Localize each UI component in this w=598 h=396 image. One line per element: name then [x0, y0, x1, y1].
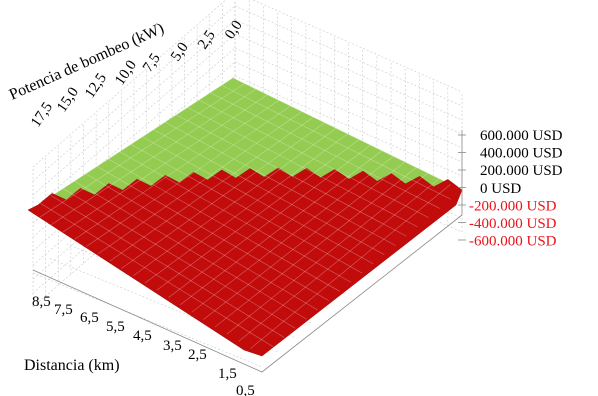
grid-line — [32, 0, 227, 168]
y-tick-label: 6,5 — [80, 310, 99, 326]
mesh-line — [109, 116, 314, 262]
mesh-line — [62, 187, 296, 329]
mesh-line — [191, 156, 394, 313]
grid-line — [32, 272, 263, 368]
mesh-line — [144, 133, 348, 284]
z-tick-label: -200.000 USD — [469, 198, 557, 214]
mesh-line — [203, 161, 405, 320]
mesh-line — [187, 107, 418, 228]
mesh-line — [215, 167, 417, 328]
mesh-line — [179, 150, 383, 306]
surface-negative-region — [27, 167, 463, 357]
mesh-line — [118, 151, 352, 283]
mesh-line — [98, 111, 302, 255]
z-tick-label: 200.000 USD — [480, 163, 563, 179]
y-tick-label: 5,5 — [106, 319, 125, 335]
mesh-line — [39, 83, 245, 218]
mesh-line — [164, 121, 396, 246]
x-tick-label: 15,0 — [54, 85, 82, 116]
mesh-line — [74, 100, 279, 240]
x-tick-label: 0,0 — [222, 18, 246, 42]
mesh-line — [198, 99, 429, 218]
mesh-line — [130, 143, 363, 274]
surface-mesh — [39, 83, 452, 349]
x-tick-label: 17,5 — [28, 100, 56, 131]
z-tick-label: -600.000 USD — [469, 234, 557, 250]
mesh-line — [51, 88, 257, 225]
mesh-line — [153, 129, 385, 255]
mesh-line — [73, 180, 307, 320]
y-tick-label: 7,5 — [54, 302, 73, 318]
grid-line — [252, 0, 463, 93]
mesh-line — [250, 184, 451, 349]
mesh-line — [226, 172, 428, 335]
mesh-line — [121, 122, 325, 269]
y-tick-label: 0,5 — [236, 383, 255, 396]
mesh-line — [141, 136, 374, 265]
z-tick-label: -400.000 USD — [469, 216, 557, 232]
y-tick-label: 8,5 — [32, 294, 51, 310]
mesh-line — [175, 114, 407, 237]
mesh-line — [156, 139, 360, 291]
mesh-line — [221, 85, 452, 200]
x-tick-label: 7,5 — [140, 51, 164, 75]
y-tick-labels: 8,5 7,5 6,5 5,5 4,5 3,5 2,5 1,50,5 — [32, 294, 255, 396]
y-tick-label: 3,5 — [163, 338, 182, 354]
grid-line — [49, 258, 279, 353]
mesh-line — [96, 165, 329, 301]
z-tick-label: 400.000 USD — [480, 146, 563, 162]
mesh-line — [86, 105, 291, 247]
y-tick-label: 1,5 — [218, 366, 237, 382]
mesh-line — [62, 94, 268, 233]
x-tick-label: 10,0 — [112, 58, 140, 89]
y-axis-title: Distancia (km) — [24, 357, 120, 374]
y-tick-label: 2,5 — [188, 347, 207, 363]
floor-edge — [32, 214, 463, 373]
z-tick-label: 0 USD — [480, 181, 521, 197]
mesh-line — [50, 195, 285, 338]
mesh-line — [133, 128, 337, 276]
x-tick-label: 2,5 — [195, 28, 219, 52]
mesh-line — [168, 144, 371, 298]
y-tick-label: 4,5 — [133, 328, 152, 344]
mesh-line — [39, 202, 274, 348]
mesh-line — [210, 92, 440, 209]
x-tick-label: 12,5 — [82, 71, 110, 102]
surface — [27, 77, 463, 357]
z-tick-label: 600.000 USD — [480, 128, 563, 144]
mesh-line — [238, 178, 440, 342]
axis-frame — [32, 130, 466, 373]
mesh-line — [107, 158, 340, 292]
mesh-line — [84, 173, 318, 311]
